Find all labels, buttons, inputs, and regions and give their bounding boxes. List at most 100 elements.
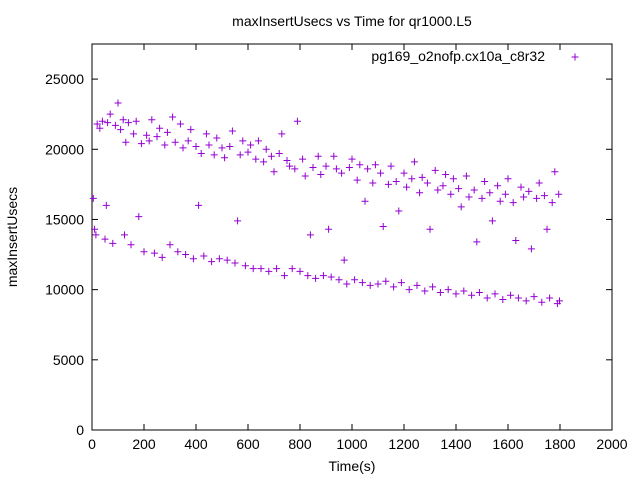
data-point: [431, 166, 439, 174]
data-point: [228, 127, 236, 135]
data-point: [325, 225, 333, 233]
data-point: [356, 161, 364, 169]
data-point: [283, 157, 291, 165]
data-point: [286, 162, 294, 170]
data-point: [176, 120, 184, 128]
data-point: [213, 134, 221, 142]
x-tick-label: 200: [132, 436, 156, 452]
data-point: [512, 237, 520, 245]
data-point: [387, 162, 395, 170]
data-point: [150, 249, 158, 257]
data-point: [252, 155, 260, 163]
x-tick-label: 1000: [336, 436, 367, 452]
legend-marker: [571, 53, 579, 61]
data-point: [374, 280, 382, 288]
data-point: [197, 149, 205, 157]
x-tick-label: 400: [184, 436, 208, 452]
data-point: [551, 168, 559, 176]
y-tick-label: 20000: [45, 141, 84, 157]
data-point: [234, 217, 242, 225]
data-point: [109, 239, 117, 247]
data-point: [169, 113, 177, 121]
data-point: [127, 241, 135, 249]
data-point: [543, 225, 551, 233]
data-point: [254, 137, 262, 145]
data-point: [210, 151, 218, 159]
data-point: [327, 273, 335, 281]
data-point: [364, 165, 372, 173]
data-point: [187, 126, 195, 134]
data-point: [166, 241, 174, 249]
data-point: [483, 294, 491, 302]
data-point: [496, 197, 504, 205]
data-point: [408, 175, 416, 183]
x-tick-label: 1800: [544, 436, 575, 452]
data-point: [101, 235, 109, 243]
data-point: [546, 294, 554, 302]
data-point: [132, 117, 140, 125]
y-tick-label: 25000: [45, 71, 84, 87]
data-point: [455, 185, 463, 193]
chart-title: maxInsertUsecs vs Time for qr1000.L5: [232, 13, 472, 29]
data-point: [262, 145, 270, 153]
x-tick-label: 600: [236, 436, 260, 452]
y-tick-label: 0: [76, 422, 84, 438]
x-axis-label: Time(s): [329, 458, 376, 474]
legend-label: pg169_o2nofp.cx10a_c8r32: [371, 48, 545, 64]
data-point: [317, 171, 325, 179]
data-point: [478, 194, 486, 202]
data-point: [278, 130, 286, 138]
data-point: [270, 168, 278, 176]
x-tick-label: 2000: [596, 436, 627, 452]
data-point: [304, 272, 312, 280]
data-point: [527, 245, 535, 253]
data-point: [135, 213, 143, 221]
data-point: [192, 142, 200, 150]
data-point: [371, 161, 379, 169]
data-point: [429, 283, 437, 291]
data-point: [442, 171, 450, 179]
data-point: [111, 121, 119, 129]
data-point: [202, 130, 210, 138]
data-point: [494, 182, 502, 190]
data-point: [314, 152, 322, 160]
data-point: [416, 189, 424, 197]
data-point: [226, 142, 234, 150]
data-point: [96, 124, 104, 132]
data-point: [460, 287, 468, 295]
data-point: [319, 272, 327, 280]
data-point: [249, 265, 257, 273]
x-tick-label: 1400: [440, 436, 471, 452]
data-point: [475, 288, 483, 296]
data-point: [260, 158, 268, 166]
data-point: [195, 201, 203, 209]
data-point: [119, 116, 127, 124]
data-point: [491, 290, 499, 298]
data-point: [447, 190, 455, 198]
data-point: [121, 231, 128, 239]
data-point: [366, 281, 374, 289]
data-point: [102, 201, 110, 209]
data-point: [481, 178, 489, 186]
data-point: [340, 256, 348, 264]
data-point: [517, 183, 525, 191]
data-point: [106, 110, 114, 118]
data-point: [148, 116, 156, 124]
data-point: [426, 225, 434, 233]
data-point: [530, 293, 538, 301]
data-point: [257, 265, 265, 273]
plot-frame: [91, 43, 613, 431]
data-point: [124, 119, 132, 127]
data-point: [499, 295, 507, 303]
data-point: [140, 248, 148, 256]
data-point: [91, 225, 99, 233]
data-point: [405, 286, 413, 294]
data-point: [338, 169, 346, 177]
data-point: [293, 117, 301, 125]
data-point: [244, 148, 252, 156]
data-point: [410, 158, 418, 166]
data-point: [555, 297, 563, 305]
data-point: [153, 133, 161, 141]
y-axis: 0 5000 10000 15000 20000 25000: [45, 71, 612, 438]
data-point: [174, 248, 182, 256]
